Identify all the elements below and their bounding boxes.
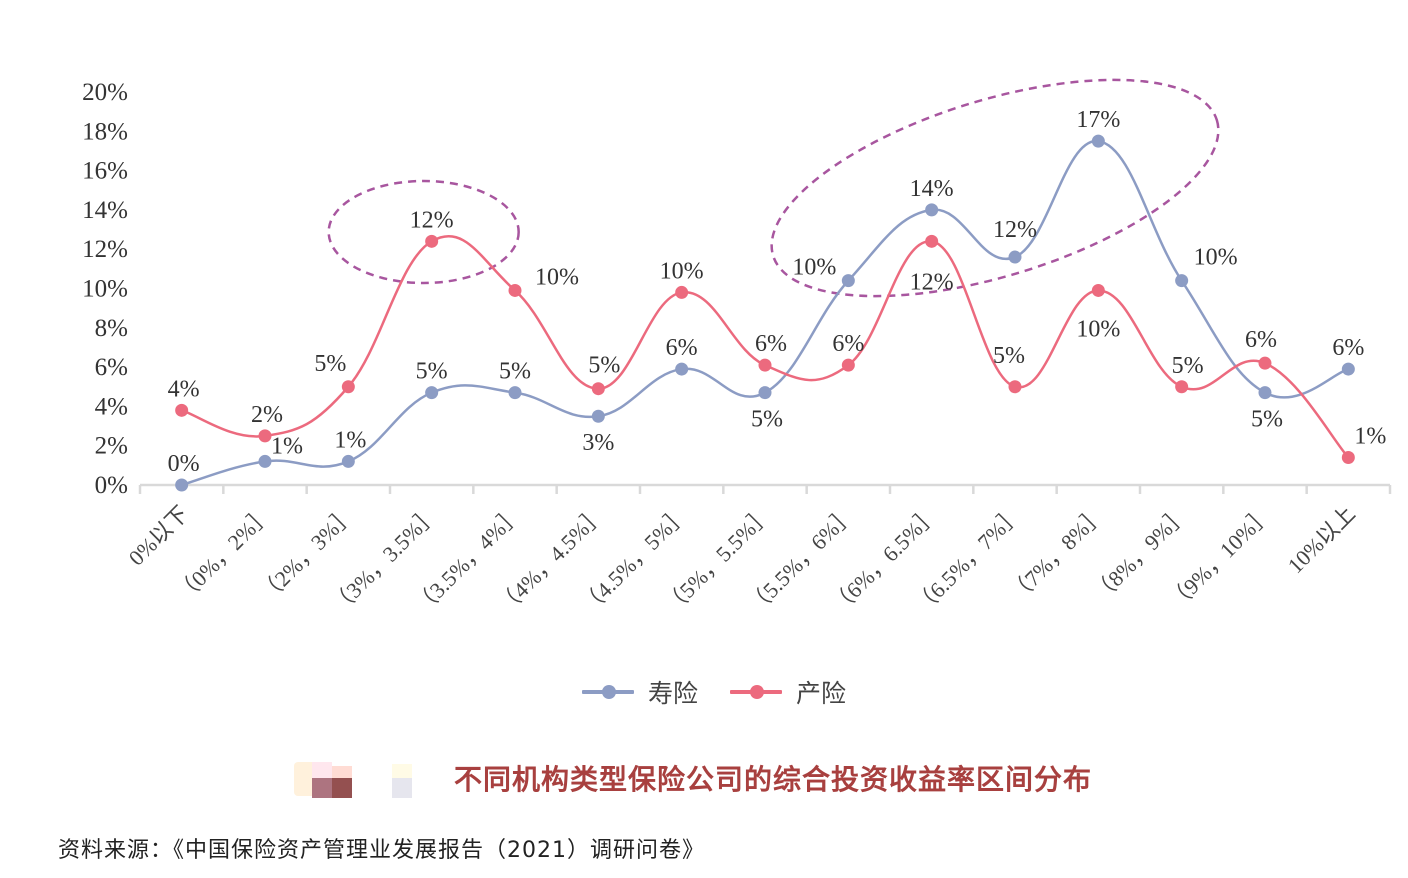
data-label: 10% bbox=[535, 264, 579, 290]
data-point bbox=[1258, 356, 1272, 370]
data-point bbox=[1341, 362, 1355, 376]
data-point bbox=[675, 362, 689, 376]
data-label: 1% bbox=[1354, 423, 1386, 449]
data-label: 1% bbox=[271, 433, 303, 459]
y-tick-label: 20% bbox=[82, 79, 128, 106]
y-tick-label: 10% bbox=[82, 276, 128, 303]
line-marker-icon bbox=[582, 685, 634, 699]
data-point bbox=[841, 274, 855, 288]
data-label: 6% bbox=[1332, 335, 1364, 361]
line-marker-icon bbox=[730, 685, 783, 699]
data-point bbox=[1091, 283, 1105, 297]
data-point bbox=[175, 478, 189, 492]
data-label: 6% bbox=[1245, 327, 1277, 353]
data-point bbox=[1341, 450, 1355, 464]
data-point bbox=[508, 283, 522, 297]
data-labels: 0% 1% 1% 5% 5% 3% 6% 5% 10% 14% 12% 17% 10% 5% 6% 4% 2% 5… bbox=[168, 107, 1387, 477]
data-point bbox=[1175, 274, 1189, 288]
source-note: 资料来源：《中国保险资产管理业发展报告（2021）调研问卷》 bbox=[58, 838, 705, 863]
data-point bbox=[925, 234, 939, 248]
data-label: 12% bbox=[993, 217, 1037, 243]
x-tick-label: 0%以下 bbox=[124, 501, 194, 571]
series-line-1 bbox=[181, 234, 1350, 459]
data-point bbox=[758, 386, 772, 400]
data-point bbox=[1008, 250, 1022, 264]
data-point bbox=[258, 454, 272, 468]
data-label: 5% bbox=[1172, 353, 1204, 379]
data-label: 2% bbox=[251, 402, 283, 428]
data-label: 5% bbox=[416, 359, 448, 385]
series-line-0 bbox=[181, 139, 1349, 487]
data-point bbox=[591, 409, 605, 423]
legend-label: 产险 bbox=[796, 679, 847, 708]
data-point bbox=[1008, 380, 1022, 394]
y-axis: 0% 2% 4% 6% 8% 10% 12% 14% 16% 18% 20% bbox=[82, 79, 128, 499]
y-tick-label: 0% bbox=[95, 472, 128, 499]
data-point bbox=[841, 358, 855, 372]
line-chart: 0% 2% 4% 6% 8% 10% 12% 14% 16% 18% 20% 0%以下（0%，2%］… bbox=[82, 78, 1392, 618]
data-label: 5% bbox=[993, 343, 1025, 369]
legend-item-life: 寿险 bbox=[582, 674, 698, 710]
data-point bbox=[925, 203, 939, 217]
data-label: 12% bbox=[410, 207, 454, 233]
y-tick-label: 12% bbox=[82, 236, 128, 263]
data-label: 5% bbox=[1251, 407, 1283, 433]
data-label: 12% bbox=[910, 269, 954, 295]
data-point bbox=[175, 403, 189, 417]
data-label: 4% bbox=[168, 376, 200, 402]
data-point bbox=[758, 358, 772, 372]
y-tick-label: 16% bbox=[82, 158, 128, 185]
series-points bbox=[175, 134, 1355, 492]
highlight-ellipse bbox=[770, 78, 1220, 298]
data-label: 0% bbox=[168, 451, 200, 477]
data-point bbox=[508, 386, 522, 400]
data-label: 10% bbox=[1076, 316, 1120, 342]
data-point bbox=[1091, 134, 1105, 148]
x-tick-label: 10%以上 bbox=[1283, 501, 1360, 578]
data-point bbox=[258, 429, 272, 443]
data-point bbox=[1258, 386, 1272, 400]
y-tick-label: 2% bbox=[95, 433, 128, 460]
data-point bbox=[341, 380, 355, 394]
y-tick-label: 8% bbox=[95, 315, 128, 342]
y-tick-label: 6% bbox=[95, 354, 128, 381]
y-tick-label: 4% bbox=[95, 393, 128, 420]
chart-title: 不同机构类型保险公司的综合投资收益率区间分布 bbox=[454, 763, 1093, 796]
data-label: 6% bbox=[832, 331, 864, 357]
annotation-ellipses bbox=[327, 78, 1220, 298]
x-axis: 0%以下（0%，2%］（2%，3%］（3%，3.5%］（3.5%，4%］（4%，… bbox=[124, 483, 1392, 618]
data-label: 6% bbox=[666, 335, 698, 361]
data-label: 17% bbox=[1076, 107, 1120, 133]
legend-label: 寿险 bbox=[648, 679, 699, 708]
data-label: 5% bbox=[499, 359, 531, 385]
data-point bbox=[675, 285, 689, 299]
data-label: 5% bbox=[751, 407, 783, 433]
chart-legend: 寿险 产险 bbox=[582, 674, 846, 710]
data-point bbox=[1175, 380, 1189, 394]
data-label: 6% bbox=[755, 331, 787, 357]
data-label: 5% bbox=[314, 351, 346, 377]
data-label: 5% bbox=[588, 353, 620, 379]
data-label: 1% bbox=[334, 427, 366, 453]
legend-item-property: 产险 bbox=[730, 674, 846, 710]
highlight-ellipse bbox=[327, 179, 520, 285]
data-point bbox=[341, 454, 355, 468]
data-label: 3% bbox=[582, 430, 614, 456]
data-label: 14% bbox=[910, 176, 954, 202]
data-point bbox=[591, 382, 605, 396]
blurred-logo-icon bbox=[292, 758, 442, 798]
y-tick-label: 18% bbox=[82, 118, 128, 145]
data-point bbox=[425, 234, 439, 248]
data-label: 10% bbox=[660, 258, 704, 284]
data-label: 10% bbox=[792, 255, 836, 281]
series-lines bbox=[181, 139, 1350, 487]
data-label: 10% bbox=[1194, 245, 1238, 271]
y-tick-label: 14% bbox=[82, 197, 128, 224]
data-point bbox=[425, 386, 439, 400]
chart-caption: 不同机构类型保险公司的综合投资收益率区间分布 bbox=[292, 758, 1092, 798]
